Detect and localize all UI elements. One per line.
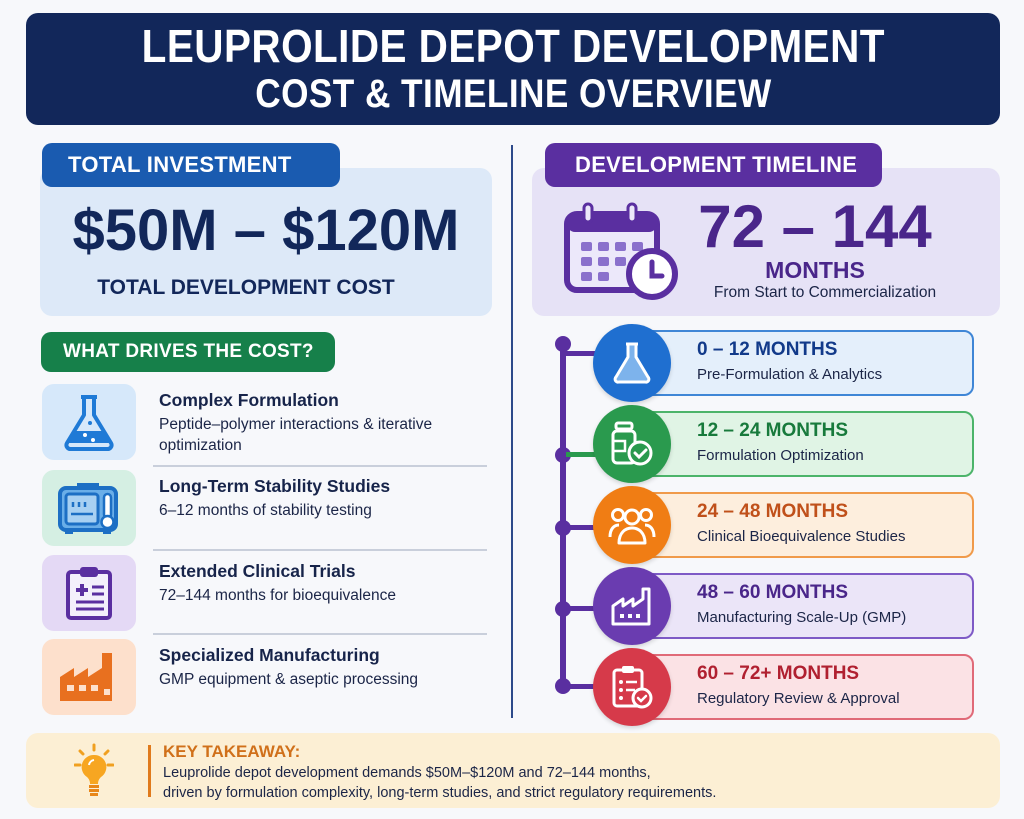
phase-range: 24 – 48 MONTHS (697, 501, 848, 522)
phase-range: 12 – 24 MONTHS (697, 420, 848, 441)
timeline-rail (560, 341, 566, 687)
timeline-node (555, 520, 571, 536)
phase-range: 48 – 60 MONTHS (697, 582, 848, 603)
flask-icon (593, 324, 671, 402)
timeline-connector (566, 452, 606, 457)
driver-description: GMP equipment & aseptic processing (159, 671, 419, 688)
factory-icon (42, 639, 136, 715)
timeline-range: 72 – 144 (698, 193, 932, 260)
title-banner: LEUPROLIDE DEPOT DEVELOPMENT COST & TIME… (26, 13, 1000, 125)
drivers-tag: WHAT DRIVES THE COST? (41, 332, 335, 372)
phase-item: 24 – 48 MONTHS Clinical Bioequivalence S… (555, 486, 974, 564)
phase-item: 60 – 72+ MONTHS Regulatory Review & Appr… (555, 648, 974, 726)
phase-description: Clinical Bioequivalence Studies (697, 528, 906, 545)
timeline-connector (566, 525, 606, 530)
driver-item: Extended Clinical Trials 72–144 months f… (42, 555, 488, 631)
people-group-icon (593, 486, 671, 564)
bottle-check-icon (593, 405, 671, 483)
factory-icon (593, 567, 671, 645)
phase-item: 48 – 60 MONTHS Manufacturing Scale-Up (G… (555, 567, 974, 645)
page-subtitle: COST & TIMELINE OVERVIEW (254, 72, 772, 116)
timeline-connector (566, 351, 606, 356)
timeline-connector (566, 606, 606, 611)
driver-title: Complex Formulation (159, 390, 339, 410)
driver-title: Long-Term Stability Studies (159, 476, 391, 496)
lightbulb-icon (74, 743, 114, 796)
phase-range: 60 – 72+ MONTHS (697, 663, 860, 684)
column-divider (511, 145, 513, 718)
phase-range: 0 – 12 MONTHS (697, 339, 838, 360)
clipboard-medical-icon (42, 555, 136, 631)
driver-description: Peptide–polymer interactions & iterative… (159, 416, 433, 454)
calendar-clock-icon (564, 202, 678, 300)
timeline-node (555, 601, 571, 617)
driver-item: Complex Formulation Peptide–polymer inte… (42, 384, 488, 460)
phase-description: Pre-Formulation & Analytics (697, 366, 883, 383)
phase-description: Manufacturing Scale-Up (GMP) (697, 609, 907, 626)
takeaway-line: Leuprolide depot development demands $50… (163, 765, 651, 781)
timeline-tag: DEVELOPMENT TIMELINE (545, 143, 882, 187)
phase-item: 12 – 24 MONTHS Formulation Optimization (555, 405, 974, 483)
timeline-connector (566, 684, 606, 689)
flask-icon (42, 384, 136, 460)
driver-item: Long-Term Stability Studies 6–12 months … (42, 470, 488, 546)
driver-title: Extended Clinical Trials (159, 561, 356, 581)
phase-box (612, 573, 974, 639)
takeaway-divider (148, 745, 151, 797)
timeline-unit: MONTHS (765, 257, 865, 283)
driver-description: 6–12 months of stability testing (159, 502, 372, 519)
driver-title: Specialized Manufacturing (159, 645, 380, 665)
phase-box (612, 654, 974, 720)
driver-divider (153, 633, 487, 635)
key-takeaway: KEY TAKEAWAY: Leuprolide depot developme… (26, 733, 1000, 808)
takeaway-text: Leuprolide depot development demands $50… (163, 763, 716, 803)
investment-amount: $50M – $120M (72, 198, 460, 263)
takeaway-title: KEY TAKEAWAY: (163, 742, 301, 761)
clipboard-check-icon (593, 648, 671, 726)
investment-card (40, 168, 492, 316)
stability-chamber-icon (42, 470, 136, 546)
phase-description: Formulation Optimization (697, 447, 864, 464)
timeline-node (555, 678, 571, 694)
phase-item: 0 – 12 MONTHS Pre-Formulation & Analytic… (555, 324, 974, 402)
takeaway-line: driven by formulation complexity, long-t… (163, 785, 717, 801)
driver-divider (153, 465, 487, 467)
timeline-node (555, 447, 571, 463)
phase-box (612, 492, 974, 558)
investment-label: TOTAL DEVELOPMENT COST (97, 276, 395, 299)
driver-description: 72–144 months for bioequivalence (159, 587, 396, 604)
phase-box (612, 411, 974, 477)
investment-tag: TOTAL INVESTMENT (42, 143, 340, 187)
driver-item: Specialized Manufacturing GMP equipment … (42, 639, 488, 715)
page-title: LEUPROLIDE DEPOT DEVELOPMENT (141, 20, 885, 72)
driver-divider (153, 549, 487, 551)
timeline-subtitle: From Start to Commercialization (713, 284, 937, 301)
timeline-node (555, 336, 571, 352)
phase-description: Regulatory Review & Approval (697, 690, 900, 707)
